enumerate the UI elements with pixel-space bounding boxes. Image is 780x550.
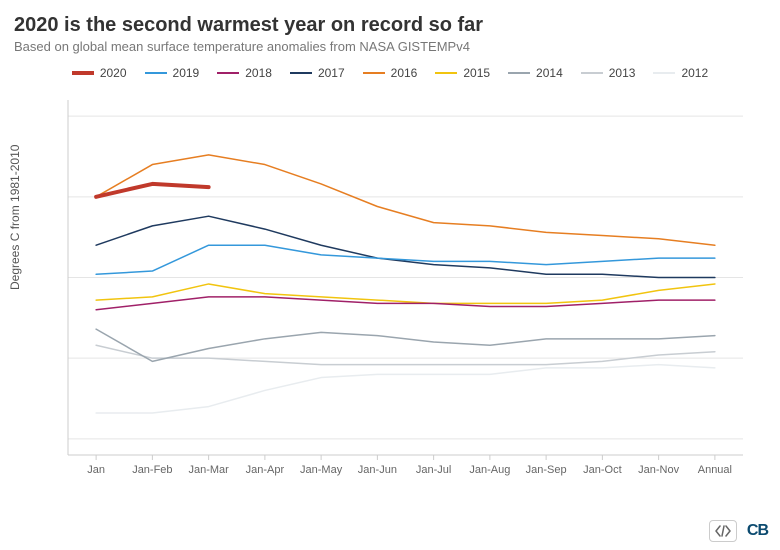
legend-label: 2015 <box>463 66 490 80</box>
legend-label: 2016 <box>391 66 418 80</box>
xtick-label: Jan <box>87 464 105 476</box>
legend-item[interactable]: 2018 <box>217 66 272 80</box>
embed-button[interactable] <box>709 520 737 542</box>
series-line <box>96 297 715 310</box>
legend-swatch <box>72 71 94 75</box>
legend-label: 2019 <box>173 66 200 80</box>
chart-subtitle: Based on global mean surface temperature… <box>14 39 766 54</box>
xtick-label: Jan-Apr <box>246 464 285 476</box>
xtick-label: Jan-Feb <box>132 464 172 476</box>
legend: 2020 2019 2018 2017 2016 2015 2014 2013 2012 <box>14 66 766 80</box>
legend-item[interactable]: 2019 <box>145 66 200 80</box>
series-line <box>96 216 715 277</box>
xtick-label: Jan-Nov <box>638 464 679 476</box>
legend-swatch <box>581 72 603 74</box>
xtick-label: Jan-Jul <box>416 464 451 476</box>
chart-container: 2020 is the second warmest year on recor… <box>0 0 780 550</box>
footer-toolbar: CB <box>709 520 768 542</box>
plot-area: 0.000.250.500.751.00JanJan-FebJan-MarJan… <box>58 95 758 490</box>
legend-item[interactable]: 2014 <box>508 66 563 80</box>
xtick-label: Jan-Sep <box>526 464 567 476</box>
series-line <box>96 284 715 303</box>
legend-swatch <box>145 72 167 74</box>
chart-title: 2020 is the second warmest year on recor… <box>14 14 766 37</box>
xtick-label: Jan-Jun <box>358 464 397 476</box>
series-line <box>96 345 715 364</box>
legend-label: 2018 <box>245 66 272 80</box>
code-icon <box>715 525 731 537</box>
xtick-label: Annual <box>698 464 732 476</box>
legend-swatch <box>435 72 457 74</box>
legend-item[interactable]: 2020 <box>72 66 127 80</box>
xtick-label: Jan-Aug <box>469 464 510 476</box>
legend-swatch <box>290 72 312 74</box>
series-line <box>96 155 715 245</box>
series-line <box>96 245 715 274</box>
yaxis-title: Degrees C from 1981-2010 <box>8 145 22 290</box>
legend-item[interactable]: 2016 <box>363 66 418 80</box>
legend-swatch <box>653 72 675 74</box>
series-line <box>96 184 209 197</box>
legend-item[interactable]: 2015 <box>435 66 490 80</box>
legend-swatch <box>363 72 385 74</box>
legend-label: 2020 <box>100 66 127 80</box>
logo[interactable]: CB <box>747 522 768 540</box>
legend-swatch <box>217 72 239 74</box>
legend-label: 2017 <box>318 66 345 80</box>
legend-label: 2014 <box>536 66 563 80</box>
legend-label: 2013 <box>609 66 636 80</box>
xtick-label: Jan-Oct <box>583 464 622 476</box>
series-line <box>96 329 715 361</box>
xtick-label: Jan-May <box>300 464 343 476</box>
legend-item[interactable]: 2012 <box>653 66 708 80</box>
legend-item[interactable]: 2017 <box>290 66 345 80</box>
legend-label: 2012 <box>681 66 708 80</box>
legend-swatch <box>508 72 530 74</box>
legend-item[interactable]: 2013 <box>581 66 636 80</box>
series-line <box>96 365 715 413</box>
xtick-label: Jan-Mar <box>188 464 229 476</box>
